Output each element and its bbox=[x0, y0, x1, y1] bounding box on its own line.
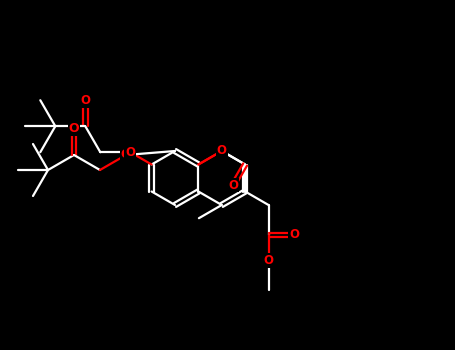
Text: O: O bbox=[121, 148, 131, 161]
Text: O: O bbox=[217, 145, 227, 158]
Text: O: O bbox=[228, 178, 238, 191]
Text: O: O bbox=[289, 229, 299, 241]
Text: O: O bbox=[81, 94, 90, 107]
Text: O: O bbox=[263, 254, 273, 267]
Text: O: O bbox=[69, 122, 79, 135]
Text: O: O bbox=[125, 146, 135, 159]
